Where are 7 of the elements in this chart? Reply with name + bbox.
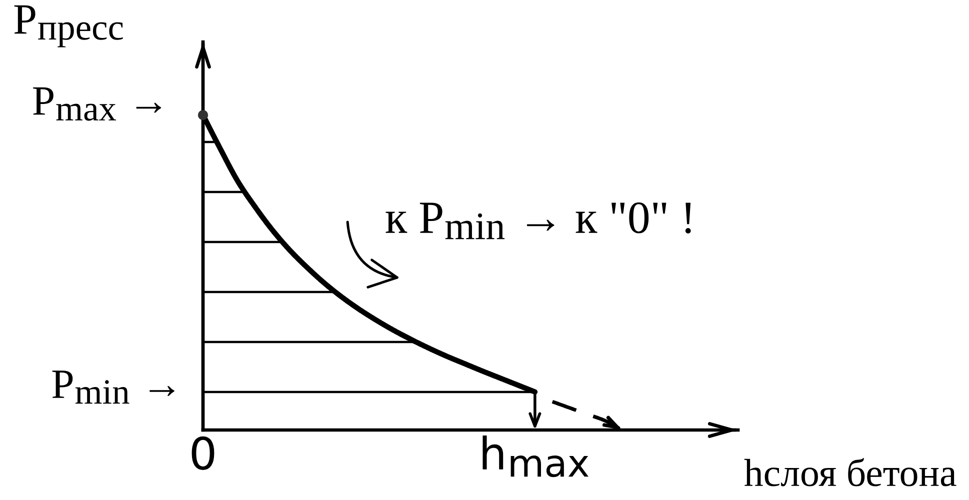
annotation: к P$_{min}$ → к "0" ! — [386, 202, 691, 240]
x-tick-label: h$_{max}$ — [482, 436, 588, 478]
x-axis-title: hслоя бетона — [744, 458, 956, 486]
text: P$_{max}$ → — [33, 87, 162, 121]
y-axis-title: P$_{пресс}$ — [14, 5, 123, 48]
x-tick-label: 0 — [192, 436, 214, 470]
text: P$_{min}$ → — [52, 370, 174, 404]
